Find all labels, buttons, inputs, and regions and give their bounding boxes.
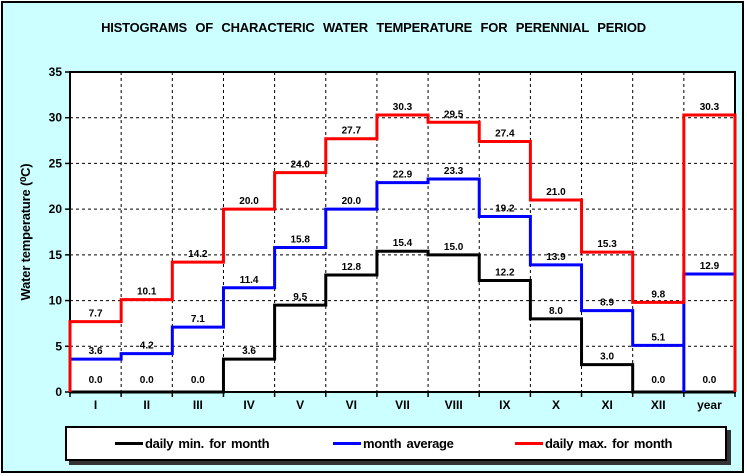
data-label: 3.6: [89, 346, 103, 357]
legend-line-swatch-blue: [333, 442, 361, 445]
data-label: 30.3: [393, 102, 413, 113]
series-path-1: [68, 177, 737, 392]
x-category-label: IV: [243, 398, 254, 412]
data-label: 27.7: [342, 126, 362, 137]
data-label: 0.0: [140, 375, 154, 386]
y-tick-label: 10: [49, 294, 63, 308]
data-label: 27.4: [495, 128, 515, 139]
data-label: 0.0: [702, 375, 716, 386]
x-category-label: VIII: [445, 398, 463, 412]
legend-box: daily min. for month month average daily…: [65, 426, 727, 461]
data-label: 9.5: [293, 292, 307, 303]
y-tick-label: 25: [49, 156, 63, 170]
x-category-label: VI: [346, 398, 357, 412]
data-label: 21.0: [546, 187, 566, 198]
plot-background: [70, 72, 735, 392]
data-label: 10.1: [137, 287, 157, 298]
x-category-label: year: [697, 398, 722, 412]
series-path-2: [68, 113, 737, 392]
legend-entry-daily-max: daily max. for month: [515, 428, 672, 459]
series-path-0: [70, 249, 735, 394]
data-label: 15.3: [597, 239, 617, 250]
data-label: 3.6: [242, 346, 256, 357]
data-label: 11.4: [240, 275, 259, 286]
x-category-label: IX: [499, 398, 510, 412]
legend-label-month-average: month average: [363, 436, 454, 451]
data-label: 0.0: [89, 375, 103, 386]
data-label: 7.1: [191, 314, 205, 325]
data-label: 12.2: [495, 267, 515, 278]
x-category-label: VII: [395, 398, 410, 412]
x-category-label: X: [552, 398, 560, 412]
legend-entry-month-average: month average: [333, 428, 454, 459]
data-label: 0.0: [191, 375, 205, 386]
x-category-label: III: [193, 398, 203, 412]
data-label: 5.1: [651, 332, 665, 343]
data-label: 7.7: [89, 309, 103, 320]
data-label: 19.2: [495, 203, 515, 214]
legend-entry-daily-min: daily min. for month: [115, 428, 270, 459]
data-label: 15.8: [290, 235, 310, 246]
legend-label-daily-min: daily min. for month: [145, 436, 270, 451]
x-category-label: V: [296, 398, 304, 412]
data-label: 29.5: [444, 109, 464, 120]
data-label: 8.9: [600, 298, 614, 309]
data-label: 12.9: [700, 261, 720, 272]
data-label: 15.0: [444, 242, 464, 253]
data-label: 13.9: [546, 252, 566, 263]
data-label: 9.8: [651, 289, 665, 300]
y-tick-label: 30: [49, 111, 63, 125]
data-label: 14.2: [188, 249, 208, 260]
chart-title: HISTOGRAMS OF CHARACTERIC WATER TEMPERAT…: [101, 20, 646, 35]
data-label: 20.0: [342, 196, 362, 207]
y-tick-label: 35: [49, 65, 63, 79]
data-label: 15.4: [393, 238, 413, 249]
x-category-label: XII: [651, 398, 666, 412]
data-label: 4.2: [140, 341, 154, 352]
x-category-label: XI: [601, 398, 612, 412]
data-label: 23.3: [444, 166, 464, 177]
y-tick-label: 15: [49, 248, 63, 262]
legend-line-swatch-red: [515, 442, 543, 445]
y-tick-label: 5: [55, 339, 62, 353]
data-label: 24.0: [290, 160, 310, 171]
data-label: 30.3: [700, 102, 720, 113]
y-tick-label: 0: [55, 385, 62, 399]
legend-line-swatch-black: [115, 442, 143, 445]
x-category-label: II: [143, 398, 150, 412]
x-category-label: I: [94, 398, 97, 412]
data-label: 20.0: [239, 196, 259, 207]
y-tick-label: 20: [49, 202, 63, 216]
data-label: 0.0: [651, 375, 665, 386]
data-label: 12.8: [342, 262, 362, 273]
data-label: 3.0: [600, 352, 614, 363]
data-label: 8.0: [549, 306, 563, 317]
data-label: 22.9: [393, 170, 413, 181]
legend-label-daily-max: daily max. for month: [545, 436, 673, 451]
